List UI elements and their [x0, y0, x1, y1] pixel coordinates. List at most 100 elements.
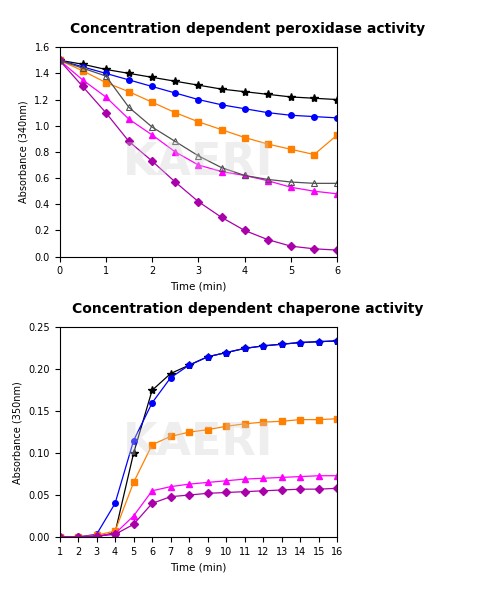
5 uM yTPX	[172, 138, 178, 145]
10 uM PA3529	[126, 138, 132, 145]
1 vs 5	[297, 416, 303, 423]
Control	[126, 70, 132, 77]
5 uM PA3529	[57, 57, 62, 64]
10 uM PA3529	[288, 242, 294, 250]
10 uM PA3529	[311, 245, 317, 253]
1 vs 10	[279, 474, 285, 481]
Control	[112, 529, 118, 536]
1 vs 5	[149, 441, 155, 448]
1 vs 20	[334, 485, 340, 492]
5 uM yTPX	[149, 123, 155, 130]
Line: 1 vs 10: 1 vs 10	[57, 473, 340, 540]
1 vs 5	[186, 428, 192, 435]
5 uM yTPX	[242, 172, 248, 179]
1 vs 20	[112, 531, 118, 538]
1 vs 1	[112, 500, 118, 507]
Control	[260, 342, 266, 349]
Control	[316, 338, 322, 345]
1 vs 10	[223, 477, 229, 484]
1 vs 5	[57, 533, 62, 540]
5 uM PA3529	[103, 93, 109, 100]
Control	[94, 533, 100, 540]
2 uM PA3529	[334, 132, 340, 139]
Y-axis label: Absorbance (350nm): Absorbance (350nm)	[12, 381, 23, 484]
1 vs 5	[168, 433, 174, 440]
5 uM PA3529	[242, 172, 248, 179]
10 uM PA3529	[219, 214, 225, 221]
1 vs 20	[149, 500, 155, 507]
1 vs 5	[316, 416, 322, 423]
Line: Control: Control	[56, 56, 341, 104]
5 uM yTPX	[195, 152, 201, 159]
Line: 1 vs 20: 1 vs 20	[57, 486, 340, 540]
1 vs 1	[75, 533, 81, 540]
Control	[195, 81, 201, 88]
1 vs 5	[112, 527, 118, 535]
2 uM PA3529	[126, 88, 132, 95]
1 vs 5	[130, 479, 136, 486]
1 vs 20	[205, 490, 211, 497]
Text: KAERI: KAERI	[123, 141, 274, 184]
1 vs 10	[205, 479, 211, 486]
1 uM PA3529	[219, 101, 225, 109]
Control	[334, 337, 340, 345]
10 uM PA3529	[172, 179, 178, 186]
1 uM PA3529	[242, 105, 248, 112]
5 uM PA3529	[219, 168, 225, 175]
1 vs 20	[168, 493, 174, 500]
1 uM PA3529	[57, 57, 62, 64]
10 uM PA3529	[57, 57, 62, 64]
10 uM PA3529	[334, 247, 340, 254]
Control	[205, 353, 211, 360]
1 uM PA3529	[149, 83, 155, 90]
2 uM PA3529	[149, 99, 155, 106]
2 uM PA3529	[195, 118, 201, 125]
1 vs 20	[94, 533, 100, 540]
Line: Control: Control	[56, 337, 341, 541]
Y-axis label: Absorbance (340nm): Absorbance (340nm)	[19, 101, 29, 203]
2 uM PA3529	[57, 57, 62, 64]
1 vs 1	[186, 362, 192, 369]
1 vs 20	[316, 486, 322, 493]
5 uM yTPX	[126, 104, 132, 111]
1 vs 1	[168, 374, 174, 381]
1 vs 10	[75, 533, 81, 540]
Text: KAERI: KAERI	[123, 421, 274, 464]
1 uM PA3529	[265, 109, 271, 116]
2 uM PA3529	[265, 140, 271, 148]
5 uM yTPX	[288, 179, 294, 186]
1 uM PA3529	[80, 63, 86, 70]
1 vs 20	[130, 521, 136, 528]
Control	[223, 349, 229, 356]
2 uM PA3529	[288, 146, 294, 153]
Control	[279, 340, 285, 348]
1 vs 5	[223, 423, 229, 430]
Line: 10 uM PA3529: 10 uM PA3529	[57, 57, 340, 253]
1 vs 1	[149, 399, 155, 407]
1 vs 10	[260, 475, 266, 482]
Control	[130, 450, 136, 457]
Control	[186, 362, 192, 369]
Control	[172, 78, 178, 85]
5 uM yTPX	[219, 164, 225, 171]
2 uM PA3529	[219, 126, 225, 133]
1 vs 10	[130, 512, 136, 520]
Line: 1 uM PA3529: 1 uM PA3529	[57, 57, 340, 121]
10 uM PA3529	[103, 109, 109, 116]
X-axis label: Time (min): Time (min)	[170, 562, 227, 572]
5 uM PA3529	[288, 183, 294, 191]
1 vs 10	[186, 481, 192, 488]
2 uM PA3529	[172, 109, 178, 116]
10 uM PA3529	[195, 198, 201, 205]
1 vs 1	[94, 531, 100, 538]
1 vs 20	[223, 489, 229, 496]
1 vs 1	[260, 342, 266, 349]
Line: 1 vs 5: 1 vs 5	[57, 416, 340, 540]
Control	[149, 387, 155, 394]
Control	[75, 533, 81, 540]
Control	[103, 66, 109, 73]
Control	[219, 86, 225, 93]
1 vs 5	[260, 418, 266, 425]
5 uM yTPX	[334, 180, 340, 187]
10 uM PA3529	[265, 236, 271, 243]
